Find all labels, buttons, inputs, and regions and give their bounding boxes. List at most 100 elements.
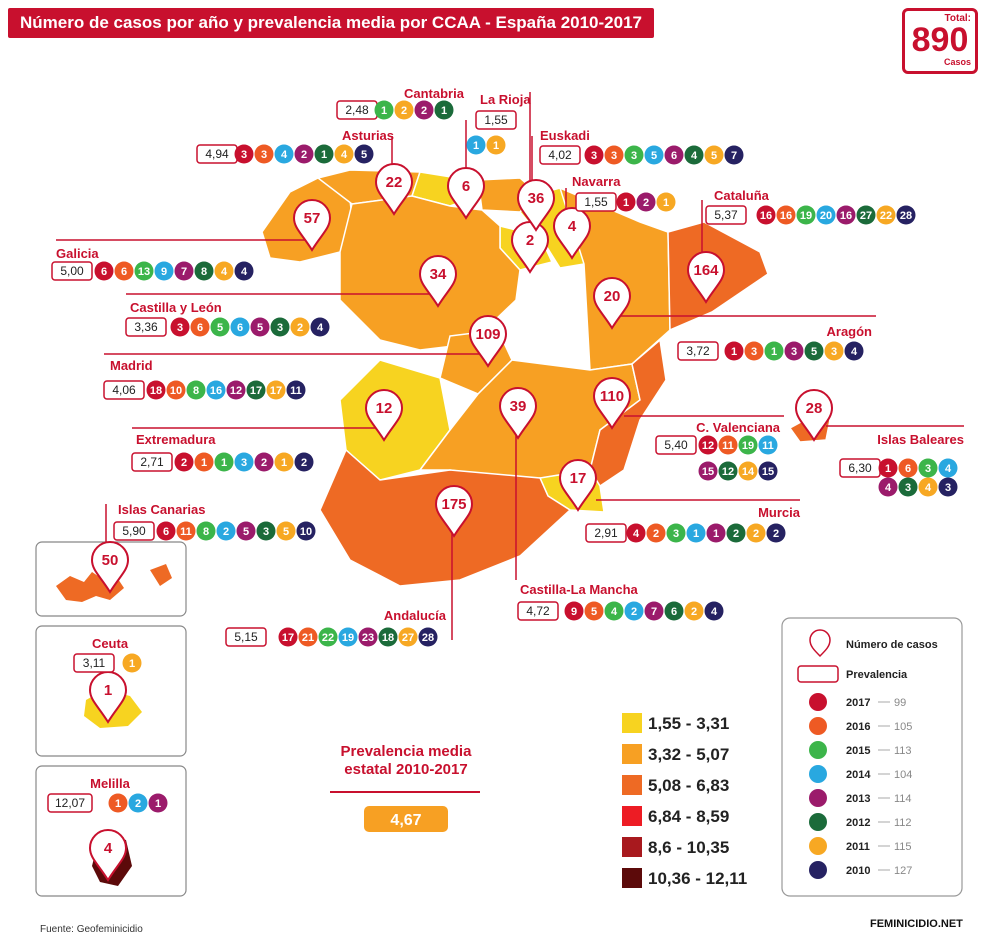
prevalence-box <box>113 521 155 541</box>
case-pin: 109 <box>468 315 508 368</box>
prevalence-value: 5,00 <box>60 264 84 278</box>
case-count: 20 <box>604 288 621 305</box>
legend-year: 2011 <box>846 841 870 853</box>
region-name: Asturias <box>342 128 394 143</box>
region-label-galicia: Galicia 5,00 6 6 13 9 7 8 4 4 <box>51 246 254 281</box>
year-count: 4 <box>885 482 892 494</box>
prevalence-value: 5,15 <box>234 630 258 644</box>
scale-row: 3,32 - 5,07 <box>622 744 729 764</box>
year-count: 3 <box>241 457 247 469</box>
region-label-extremadura: Extremadura 2,71 2 1 1 3 2 1 2 <box>131 432 314 472</box>
year-dot-2015: 3 <box>666 523 686 543</box>
region-name: Navarra <box>572 174 621 189</box>
region-label-islas-baleares: Islas Baleares 6,30 1 6 3 4 4 3 4 3 <box>839 432 964 497</box>
year-count: 16 <box>780 210 792 222</box>
region-label-andaluc-a: Andalucía 5,15 17 21 22 19 23 18 27 28 <box>225 608 447 647</box>
year-dot-2011: 1 <box>274 452 294 472</box>
year-count: 11 <box>290 385 302 397</box>
year-dot-2012: 18 <box>378 627 398 647</box>
year-dot-2011: 4 <box>214 261 234 281</box>
year-dot-2013: 6 <box>664 145 684 165</box>
year-dot-2011: 14 <box>738 461 758 481</box>
case-pin: 22 <box>374 163 414 216</box>
prevalence-value: 3,11 <box>83 656 106 670</box>
canarias-shape-east <box>150 564 172 586</box>
year-count: 6 <box>101 266 107 278</box>
year-dot-2016: 11 <box>718 435 738 455</box>
year-dot-2013: 4 <box>878 477 898 497</box>
year-count: 5 <box>811 346 817 358</box>
year-dot-2015: 19 <box>796 205 816 225</box>
year-count: 4 <box>691 150 698 162</box>
region-label-cantabria: Cantabria 2,48 1 2 2 1 <box>336 86 465 120</box>
region-name: Murcia <box>758 505 801 520</box>
region-name: La Rioja <box>480 92 531 107</box>
year-count: 28 <box>900 210 912 222</box>
year-count: 1 <box>381 105 387 117</box>
legend-year-count: 104 <box>894 769 912 781</box>
year-count: 22 <box>322 632 334 644</box>
region-name: Castilla y León <box>130 300 222 315</box>
year-count: 5 <box>283 526 289 538</box>
year-dot-2013: 2 <box>294 144 314 164</box>
year-count: 19 <box>342 632 354 644</box>
year-dot-2017: 1 <box>724 341 744 361</box>
year-dot-2017: 2 <box>174 452 194 472</box>
year-dot-2011: 1 <box>486 135 506 155</box>
year-dot-2014: 16 <box>206 380 226 400</box>
year-count: 2 <box>643 197 649 209</box>
case-pin: 12 <box>364 389 404 442</box>
year-count: 5 <box>361 149 367 161</box>
region-label-castilla-y-le-n: Castilla y León 3,36 3 6 5 6 5 3 2 4 <box>125 300 330 337</box>
year-dot-2011: 5 <box>704 145 724 165</box>
year-dot-2011: 5 <box>276 521 296 541</box>
legend-year-count: 127 <box>894 865 912 877</box>
year-dot-2012: 3 <box>270 317 290 337</box>
year-dot-2017: 12 <box>698 435 718 455</box>
scale-range: 8,6 - 10,35 <box>648 838 729 857</box>
year-dot-2017: 6 <box>156 521 176 541</box>
case-count: 28 <box>806 400 823 417</box>
legend-year: 2012 <box>846 817 870 829</box>
year-count: 3 <box>945 482 951 494</box>
scale-range: 10,36 - 12,11 <box>648 869 747 888</box>
legend-frame <box>781 617 963 897</box>
year-count: 4 <box>611 606 618 618</box>
region-name: Galicia <box>56 246 99 261</box>
prevalence-box <box>585 523 627 543</box>
prevalence-value: 4,72 <box>526 604 550 618</box>
year-dot-2013: 3 <box>784 341 804 361</box>
year-count: 15 <box>702 466 714 478</box>
prevalence-value: 12,07 <box>55 796 85 810</box>
year-dot-2011: 4 <box>334 144 354 164</box>
year-dot-2014: 2 <box>624 601 644 621</box>
year-dot-2011: 4 <box>918 477 938 497</box>
year-count: 4 <box>317 322 324 334</box>
year-count: 10 <box>300 526 312 538</box>
year-dot-2016: 2 <box>646 523 666 543</box>
year-count: 15 <box>762 466 774 478</box>
year-count: 3 <box>751 346 757 358</box>
page-title: Número de casos por año y prevalencia me… <box>8 8 654 38</box>
year-count: 13 <box>138 266 150 278</box>
year-count: 3 <box>277 322 283 334</box>
legend-year: 2017 <box>846 697 870 709</box>
legend-year: 2015 <box>846 745 870 757</box>
year-count: 1 <box>771 346 777 358</box>
year-dot-2017: 16 <box>756 205 776 225</box>
year-dot-2011: 1 <box>656 192 676 212</box>
year-dot-2015: 22 <box>318 627 338 647</box>
year-dot-2010: 7 <box>724 145 744 165</box>
year-count: 2 <box>223 526 229 538</box>
prevalence-value: 6,30 <box>848 461 872 475</box>
case-count: 4 <box>568 218 577 235</box>
year-dot-2014: 6 <box>230 317 250 337</box>
year-dot-2016: 11 <box>176 521 196 541</box>
year-dot-2014: 5 <box>644 145 664 165</box>
year-dot-2011: 2 <box>394 100 414 120</box>
year-dot-2011: 2 <box>746 523 766 543</box>
scale-row: 6,84 - 8,59 <box>622 806 729 826</box>
region-name: Islas Canarias <box>118 502 205 517</box>
brand-logo: FEMINICIDIO.NET <box>870 918 963 930</box>
